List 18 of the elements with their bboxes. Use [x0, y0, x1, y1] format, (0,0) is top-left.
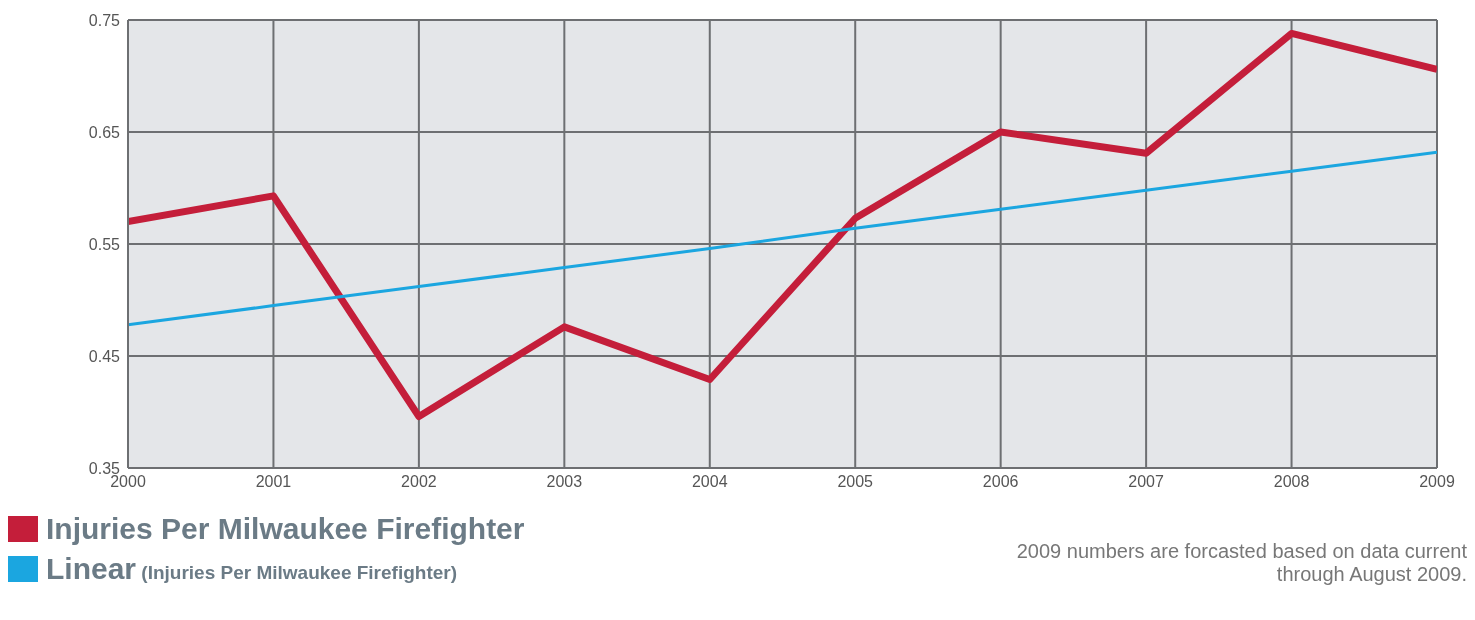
- x-tick-label: 2008: [1273, 473, 1310, 491]
- x-tick-label: 2001: [255, 473, 292, 491]
- x-tick-label: 2005: [837, 473, 874, 491]
- x-tick-label: 2003: [546, 473, 583, 491]
- x-tick-label: 2009: [1419, 473, 1455, 491]
- x-tick-label: 2006: [982, 473, 1019, 491]
- legend-label: Linear (Injuries Per Milwaukee Firefighter): [46, 552, 457, 586]
- line-series: [128, 150, 1437, 327]
- y-tick-label: 0.75: [88, 11, 121, 29]
- x-tick-label: 2002: [401, 473, 437, 491]
- y-tick-label: 0.65: [88, 123, 121, 141]
- text: 2009 numbers are forcasted based on data current through August 2009.: [1015, 540, 1467, 586]
- x-tick-label: 2000: [110, 473, 146, 491]
- legend-label: Injuries Per Milwaukee Firefighter: [46, 512, 525, 546]
- y-tick-label: 0.55: [88, 235, 121, 253]
- x-tick-label: 2004: [691, 473, 728, 491]
- x-tick-label: 2007: [1128, 473, 1165, 491]
- y-tick-label: 0.45: [88, 347, 121, 365]
